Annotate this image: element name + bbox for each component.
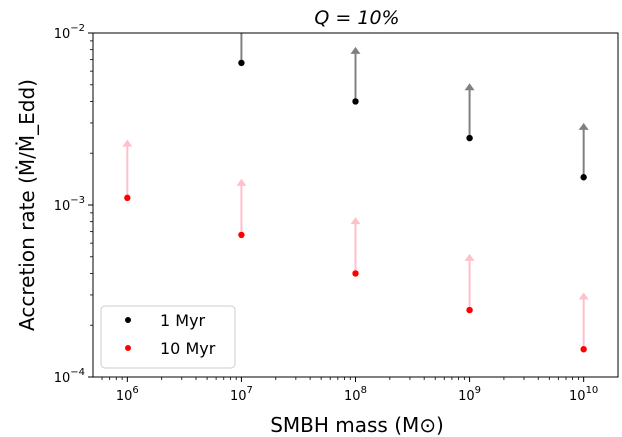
x-tick-label: 106 [116,385,139,404]
upper-limit-arrow-head [236,11,246,18]
upper-limit-arrow-head [464,253,475,261]
data-point [238,231,245,239]
x-tick-label: 109 [458,385,481,404]
chart-title: Q = 10% [314,7,399,29]
data-point [352,98,359,105]
y-axis-label: Accretion rate (Ṁ/Ṁ_Edd) [15,79,39,331]
upper-limit-arrow-head [578,292,589,300]
legend-label: 1 Myr [160,311,206,330]
y-tick-label: 10−2 [54,23,85,42]
plot-area [122,11,589,353]
upper-limit-arrow-head [236,178,247,186]
x-tick-label: 107 [230,385,253,404]
upper-limit-arrow-head [578,122,589,130]
data-point [352,270,359,277]
y-tick-label: 10−4 [54,367,85,386]
upper-limit-arrow-head [464,83,475,91]
legend-label: 10 Myr [160,339,216,358]
x-tick-label: 108 [344,385,367,404]
data-point [466,306,473,314]
legend-frame [100,305,236,369]
data-point [580,174,587,181]
upper-limit-arrow-head [350,46,361,54]
legend-marker [125,345,131,351]
x-tick-label: 1010 [569,385,598,404]
data-point [466,134,473,142]
data-point [580,346,587,353]
upper-limit-arrow-head [122,139,133,147]
y-tick-label: 10−3 [54,195,85,214]
legend: 1 Myr 10 Myr [100,305,236,369]
upper-limit-arrow-head [350,217,361,225]
data-point [238,59,245,67]
x-axis-label: SMBH mass (M⊙) [270,413,444,437]
data-point [124,194,131,202]
legend-marker [125,317,131,323]
